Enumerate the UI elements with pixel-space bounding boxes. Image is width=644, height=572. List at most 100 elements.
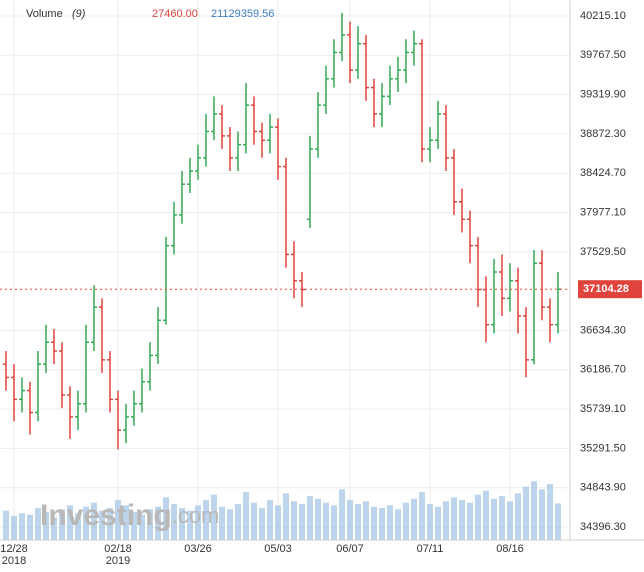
volume-bar [139,514,145,540]
volume-bar [131,512,137,540]
x-tick-label: 12/28 [0,543,28,555]
volume-bar [475,494,481,540]
last-price-label: 37104.28 [583,283,629,295]
y-tick-label: 36186.70 [580,364,626,376]
volume-bar [403,502,409,540]
volume-bar [3,510,9,540]
volume-bar [467,502,473,540]
volume-bar [11,516,17,540]
volume-bar [427,504,433,540]
year-label: 2018 [2,555,26,567]
legend-value: 21129359.56 [211,8,274,20]
y-tick-label: 39319.90 [580,89,626,101]
volume-bar [187,510,193,540]
watermark-main: Investing [40,499,172,532]
volume-bar [555,503,561,540]
legend: Volume (9) 27460.00 21129359.56 [26,8,274,20]
volume-bar [107,508,113,540]
volume-bar [267,500,273,540]
volume-bar [411,498,417,540]
volume-bar [123,505,129,540]
volume-bar [347,500,353,540]
volume-bar [491,498,497,540]
volume-bar [379,508,385,540]
volume-bar [299,504,305,540]
volume-bar [547,484,553,540]
volume-bar [331,505,337,540]
volume-bar [483,490,489,540]
volume-bar [459,500,465,540]
x-tick-label: 06/07 [336,543,364,555]
volume-bar [219,506,225,540]
volume-bar [235,504,241,540]
volume-bar [43,512,49,540]
watermark: Investing.com [40,499,219,532]
volume-bar [315,498,321,540]
volume-bar [155,506,161,540]
legend-period: (9) [72,8,86,20]
volume-bar [435,506,441,540]
volume-bar [275,505,281,540]
legend-value: 27460.00 [152,8,198,20]
volume-bar [99,510,105,540]
volume-bar [387,505,393,540]
volume-bar [499,496,505,540]
y-tick-label: 36634.30 [580,324,626,336]
volume-bar [227,509,233,540]
y-tick-label: 39767.50 [580,49,626,61]
x-tick-label: 07/11 [417,543,444,555]
volume-bar [171,504,177,540]
legend-name: Volume [26,8,63,20]
year-label: 2019 [106,555,130,567]
axes: 40215.10 39767.50 39319.90 38872.30 38424.70… [0,10,642,567]
y-tick-label: 38872.30 [580,128,626,140]
y-tick-label: 35739.10 [580,403,626,415]
volume-bar [251,502,257,540]
volume-bar [75,513,81,540]
x-tick-label: 08/16 [496,543,524,555]
x-tick-label: 03/26 [184,543,212,555]
volume-bar [243,492,249,540]
volume-bar [195,505,201,540]
y-tick-label: 35291.50 [580,442,626,454]
volume-bar [19,513,25,540]
volume-bar [203,500,209,540]
volume-bar [179,508,185,540]
volume-bar [307,496,313,540]
volume-bar [27,514,33,540]
y-tick-label: 40215.10 [580,10,626,22]
volume-bar [507,501,513,540]
y-tick-label: 38424.70 [580,167,626,179]
volume-bar [259,508,265,540]
volume-bar [291,501,297,540]
volume-bar [211,494,217,540]
y-tick-label: 37977.10 [580,206,626,218]
watermark-suffix: .com [172,503,220,528]
volume [3,481,561,540]
y-tick-label: 34396.30 [580,521,626,533]
volume-bar [35,508,41,540]
y-tick-label: 37529.50 [580,246,626,258]
x-tick-label: 05/03 [264,543,292,555]
volume-bar [147,509,153,540]
volume-bar [67,505,73,540]
volume-bar [323,502,329,540]
volume-bar [531,481,537,540]
volume-bar [51,517,57,540]
volume-bar [83,506,89,540]
volume-bar [515,493,521,540]
volume-bar [523,486,529,540]
volume-bar [91,502,97,540]
volume-bar [363,501,369,540]
y-tick-label: 34843.90 [580,482,626,494]
volume-bar [443,501,449,540]
volume-bar [451,497,457,540]
volume-bar [115,500,121,540]
volume-bar [395,509,401,540]
volume-bar [419,492,425,540]
volume-bar [355,504,361,540]
volume-bar [59,509,65,540]
volume-bar [371,506,377,540]
